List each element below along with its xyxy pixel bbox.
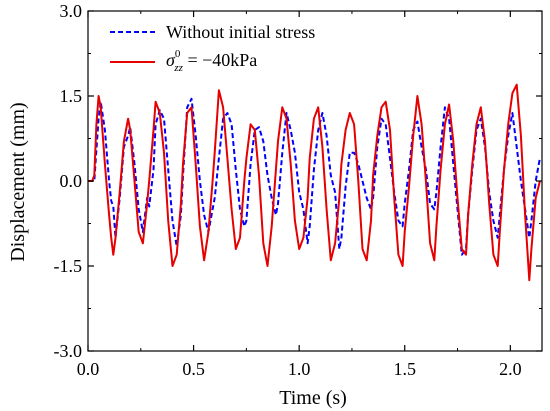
y-tick-label: 1.5: [60, 86, 83, 106]
x-tick-label: 0.5: [182, 359, 205, 379]
series-layer: [88, 83, 541, 282]
legend-stress-value: = −40kPa: [183, 50, 257, 70]
y-tick-label: -3.0: [54, 341, 83, 361]
legend: Without initial stress σ0 zz = −40kPa: [110, 22, 315, 74]
x-tick-label: 1.0: [288, 359, 311, 379]
y-axis-title: Displacement (mm): [7, 102, 29, 261]
axes: [87, 10, 543, 352]
series-line-initial-stress: [88, 83, 541, 282]
x-tick-label: 2.0: [499, 359, 522, 379]
legend-sigma-symbol: σ: [166, 50, 176, 70]
x-tick-label: 1.5: [393, 359, 416, 379]
legend-label-initial-stress: σ0 zz = −40kPa: [166, 48, 257, 74]
legend-label-without-initial-stress: Without initial stress: [166, 22, 315, 42]
y-tick-label: 3.0: [60, 1, 83, 21]
x-axis-title: Time (s): [279, 387, 347, 409]
x-tick-label: 0.0: [77, 359, 100, 379]
legend-sigma-superscript: 0: [175, 48, 181, 60]
series-line-without-initial-stress: [88, 97, 541, 256]
y-tick-label: -1.5: [54, 256, 83, 276]
tick-labels: 0.0 0.5 1.0 1.5 2.0 3.0 1.5 0.0 -1.5 -3.0: [54, 1, 522, 379]
plot-frame: [87, 10, 543, 352]
y-tick-label: 0.0: [60, 171, 83, 191]
legend-sigma-subscript: zz: [173, 62, 183, 74]
